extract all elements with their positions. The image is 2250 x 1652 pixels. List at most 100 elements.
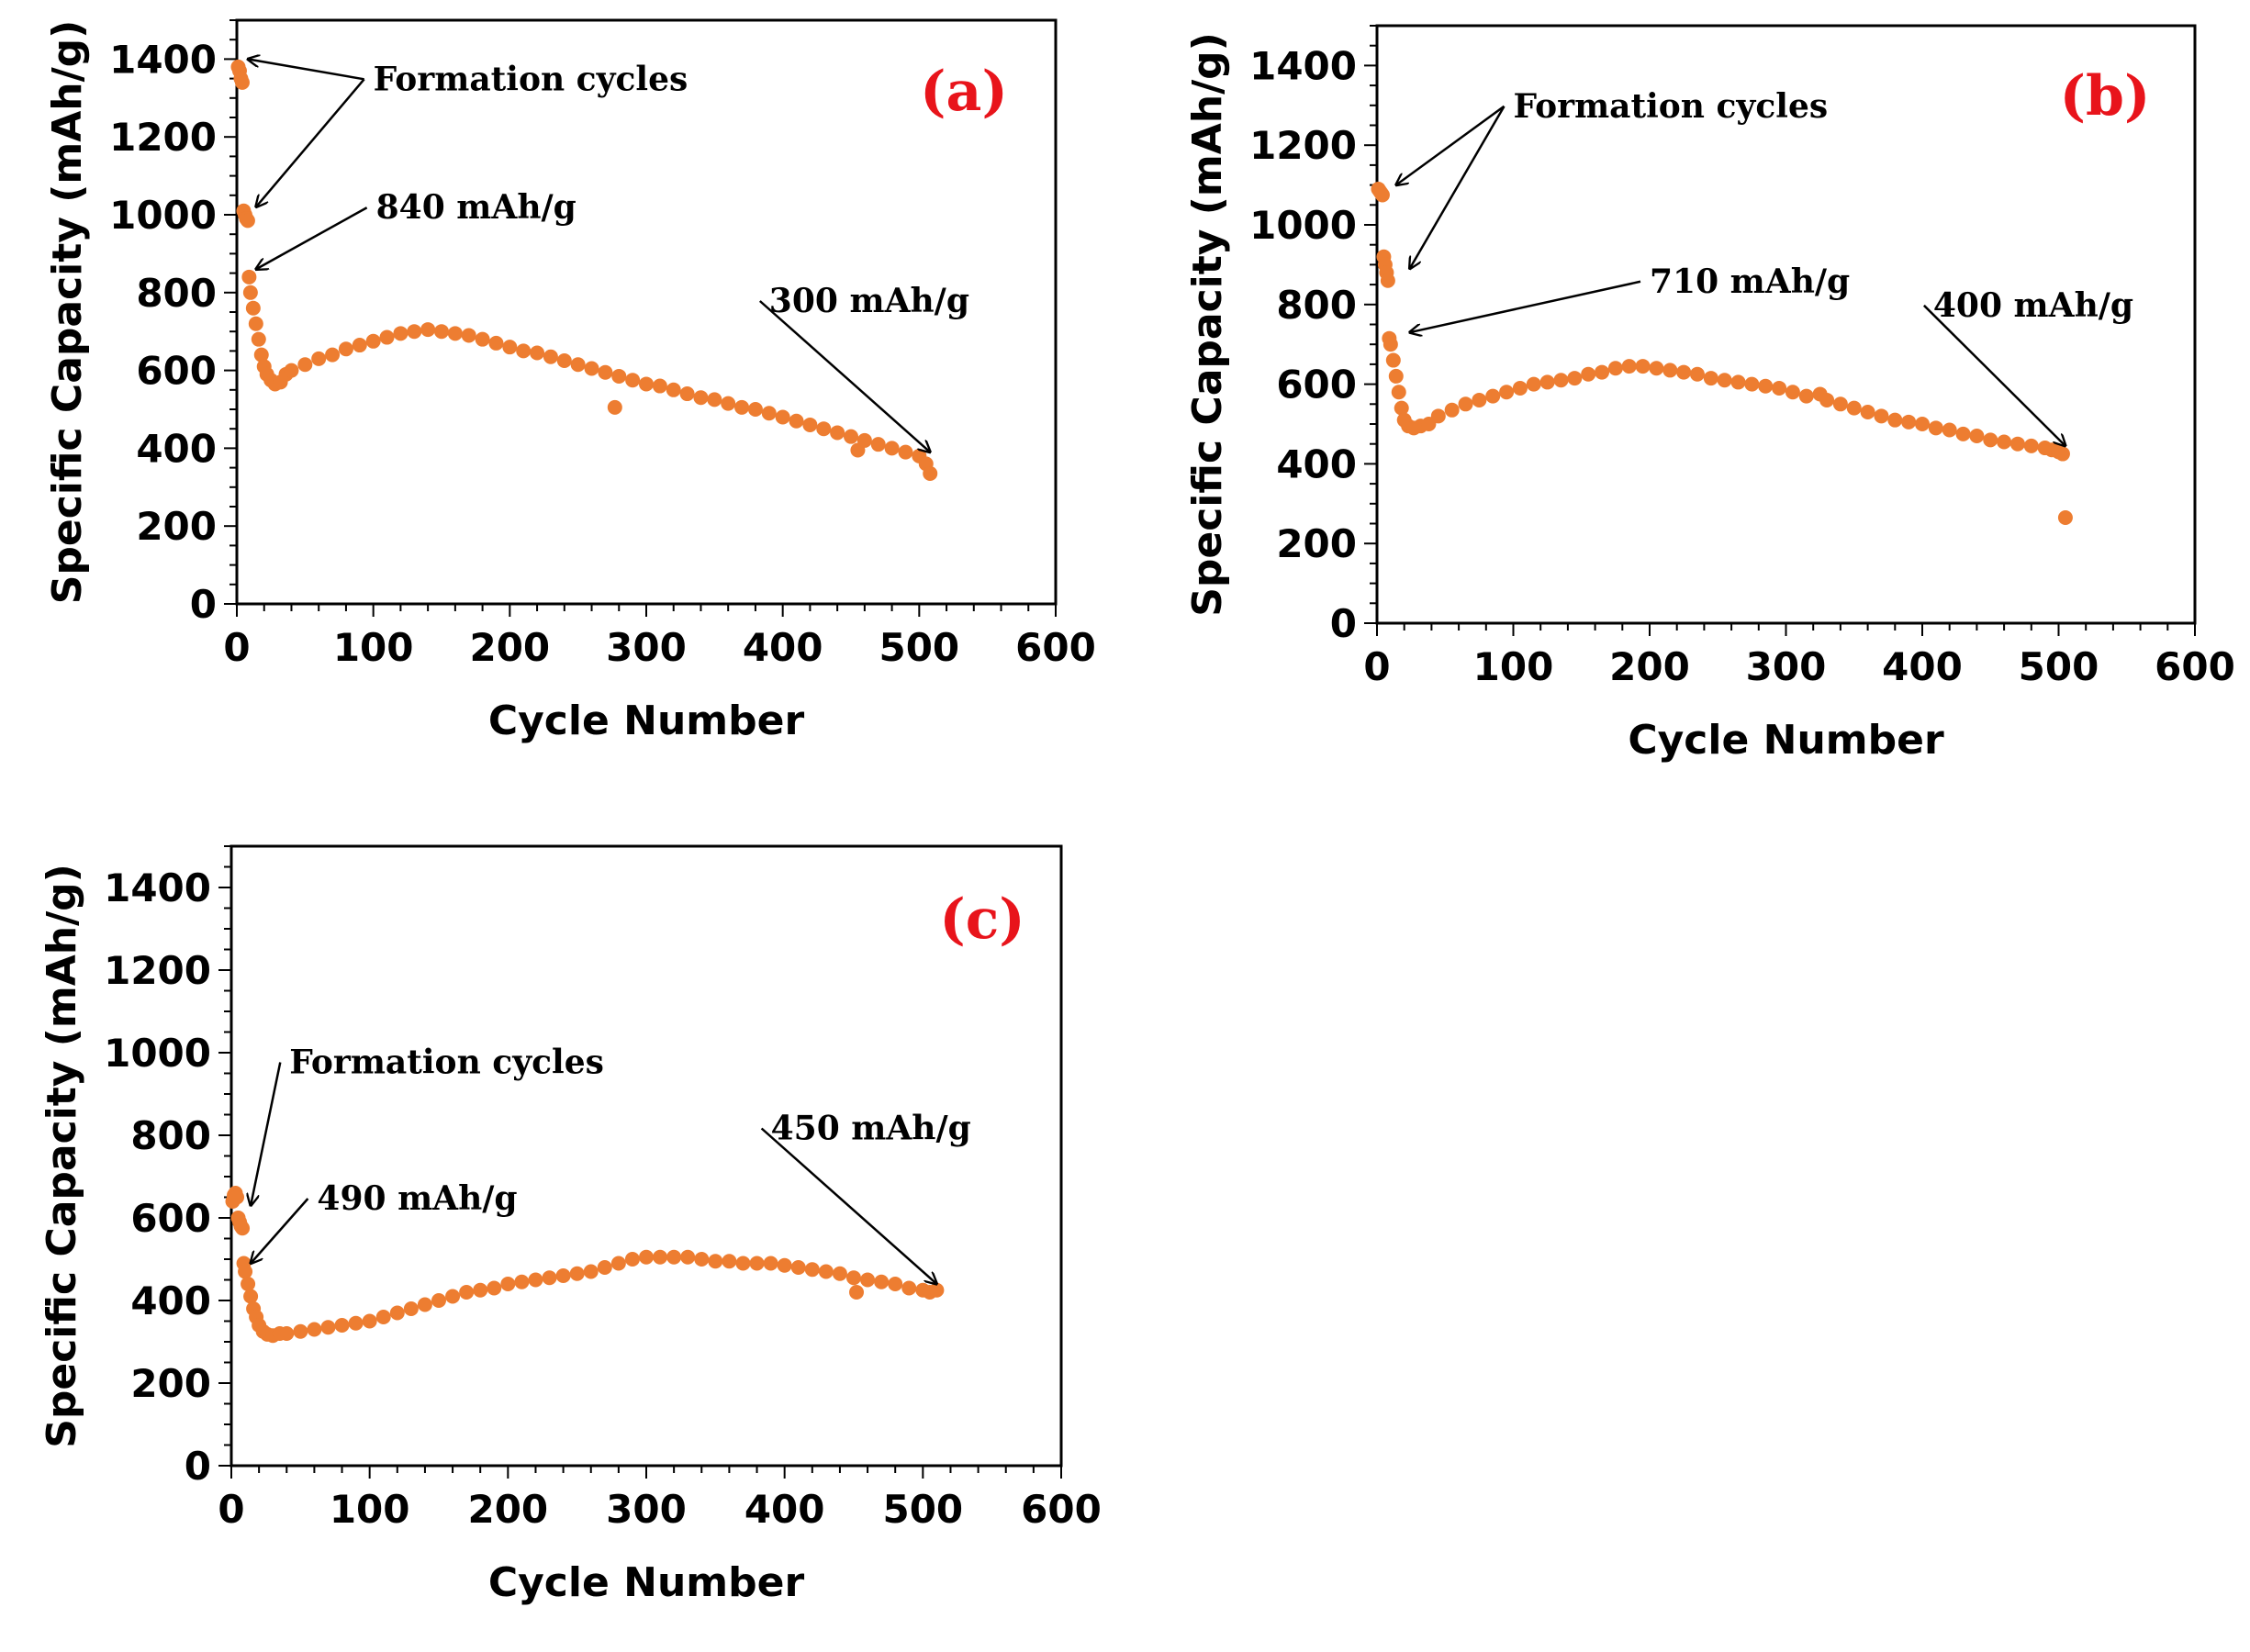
panel-b-x-tick-label: 400 bbox=[1882, 644, 1963, 689]
panel-a-data-point bbox=[516, 343, 532, 359]
panel-b-data-point bbox=[1374, 187, 1390, 203]
panel-b-x-axis-title: Cycle Number bbox=[1628, 717, 1944, 764]
panel-a-data-point bbox=[245, 300, 261, 316]
panel-c-data-point bbox=[243, 1289, 259, 1304]
panel-c-data-point bbox=[528, 1272, 543, 1288]
panel-c-data-point bbox=[708, 1254, 723, 1269]
panel-b-data-point bbox=[1717, 373, 1732, 388]
panel-c-y-tick-label: 200 bbox=[130, 1361, 211, 1406]
panel-b-x-tick-label: 600 bbox=[2155, 644, 2235, 689]
panel-b: 0 100 200 300 400 500 600 0 200 400 600 800 1000 1200… bbox=[1184, 24, 2235, 764]
panel-a-data-point bbox=[475, 331, 490, 347]
panel-a-y-tick-label: 200 bbox=[136, 504, 217, 549]
panel-b-data-point bbox=[1846, 400, 1862, 416]
panel-b-data-point bbox=[1744, 376, 1760, 392]
panel-b-data-point bbox=[1676, 364, 1692, 380]
panel-b-y-tick-label: 0 bbox=[1330, 601, 1357, 646]
panel-c-data-point bbox=[279, 1326, 295, 1341]
panel-b-data-point bbox=[1758, 378, 1774, 394]
panel-c-x-tick-label: 300 bbox=[606, 1487, 687, 1532]
panel-c-data-point bbox=[362, 1313, 377, 1329]
panel-c-data-point bbox=[375, 1310, 391, 1324]
panel-b-data-point bbox=[1798, 388, 1814, 404]
panel-c-data-point bbox=[849, 1285, 865, 1300]
panel-b-data-point bbox=[1689, 366, 1705, 382]
panel-c-data-point bbox=[846, 1270, 861, 1286]
panel-a-data-point bbox=[420, 322, 436, 338]
panel-b-data-point bbox=[1955, 426, 1971, 441]
panel-b-data-point bbox=[1553, 373, 1569, 388]
panel-b-data-point bbox=[1444, 402, 1460, 418]
panel-c-y-tick-label: 600 bbox=[130, 1196, 211, 1241]
panel-a-data-point bbox=[844, 429, 858, 444]
panel-c-data-point bbox=[445, 1289, 461, 1304]
panel-a-data-point bbox=[556, 353, 572, 368]
panel-b-data-point bbox=[1499, 385, 1515, 400]
panel-a-data-point bbox=[734, 399, 750, 415]
panel-c-x-tick-label: 500 bbox=[882, 1487, 963, 1532]
panel-b-x-tick-label: 100 bbox=[1473, 644, 1554, 689]
panel-b-y-tick-label: 1200 bbox=[1249, 123, 1357, 168]
panel-c-y-tick-label: 400 bbox=[130, 1278, 211, 1323]
panel-c: 0 100 200 300 400 500 600 0 200 400 600 800 1000 1200… bbox=[39, 844, 1102, 1606]
panel-c-data-point bbox=[320, 1320, 336, 1335]
panel-c-annotation: Formation cycles bbox=[289, 1044, 604, 1082]
panel-b-annotation-arrow bbox=[1922, 304, 2065, 446]
panel-a-data-point bbox=[679, 386, 695, 402]
panel-c-annotation: 490 mAh/g bbox=[317, 1179, 517, 1218]
panel-a-data-point bbox=[761, 406, 777, 421]
panel-a-data-point bbox=[379, 329, 395, 345]
panel-b-data-point bbox=[1607, 361, 1623, 376]
panel-a-data-point bbox=[284, 363, 299, 378]
panel-b-y-tick-label: 1400 bbox=[1249, 43, 1357, 88]
panel-b-data-point bbox=[1380, 273, 1395, 288]
panel-c-x-tick-label: 100 bbox=[330, 1487, 410, 1532]
panel-a-data-point bbox=[625, 373, 641, 388]
panel-c-data-point bbox=[459, 1285, 475, 1300]
panel-c-data-point bbox=[307, 1322, 322, 1337]
panel-a-data-point bbox=[434, 324, 449, 340]
panel-a-data-point bbox=[666, 382, 681, 397]
panel-a-data-point bbox=[884, 441, 900, 456]
panel-c-plot-frame bbox=[229, 844, 1063, 1468]
panel-c-data-point bbox=[860, 1272, 876, 1288]
panel-c-data-point bbox=[610, 1256, 626, 1271]
panel-a: 0 100 200 300 400 500 600 0 200 400 600 800 1000 1200… bbox=[44, 18, 1096, 744]
panel-c-data-point bbox=[722, 1254, 737, 1269]
panel-b-data-point bbox=[1703, 371, 1718, 386]
panel-c-data-point bbox=[624, 1252, 640, 1267]
panel-a-annotation: 300 mAh/g bbox=[769, 282, 969, 320]
panel-b-y-axis-title: Specific Capacity (mAh/g) bbox=[1184, 32, 1231, 617]
panel-b-y-tick-label: 200 bbox=[1276, 521, 1357, 566]
panel-b-data-point bbox=[2057, 509, 2073, 525]
panel-c-data-point bbox=[888, 1277, 903, 1291]
panel-a-data-point bbox=[802, 417, 818, 432]
panel-c-annotation-arrow bbox=[251, 1198, 309, 1264]
panel-a-data-point bbox=[721, 396, 736, 411]
panel-b-annotation-arrow bbox=[1410, 106, 1506, 269]
panel-c-y-tick-label: 1000 bbox=[104, 1031, 211, 1076]
panel-b-label: (b) bbox=[2060, 64, 2151, 128]
panel-c-data-point bbox=[790, 1260, 806, 1275]
panel-c-annotation: 450 mAh/g bbox=[771, 1110, 971, 1148]
panel-c-x-tick-label: 400 bbox=[744, 1487, 825, 1532]
panel-b-data-point bbox=[1819, 392, 1835, 407]
panel-a-data-point bbox=[488, 335, 504, 351]
panel-a-data-point bbox=[234, 74, 250, 90]
panel-c-data-point bbox=[804, 1262, 820, 1278]
panel-b-x-tick-label: 0 bbox=[1363, 644, 1390, 689]
panel-c-data-point bbox=[749, 1256, 765, 1271]
panel-a-x-tick-label: 200 bbox=[469, 625, 550, 670]
panel-c-data-point bbox=[694, 1252, 710, 1267]
panel-c-data-point bbox=[238, 1264, 253, 1279]
panel-a-data-point bbox=[830, 425, 845, 441]
panel-a-x-tick-label: 300 bbox=[606, 625, 687, 670]
panel-a-y-tick-label: 0 bbox=[190, 582, 217, 627]
panel-a-data-point bbox=[241, 269, 257, 285]
panel-a-data-point bbox=[789, 413, 804, 429]
panel-a-annotation-arrow bbox=[248, 59, 364, 81]
panel-a-x-tick-label: 400 bbox=[743, 625, 823, 670]
panel-b-data-point bbox=[1595, 364, 1610, 380]
panel-a-y-tick-label: 800 bbox=[136, 271, 217, 316]
panel-a-data-point bbox=[570, 357, 586, 373]
